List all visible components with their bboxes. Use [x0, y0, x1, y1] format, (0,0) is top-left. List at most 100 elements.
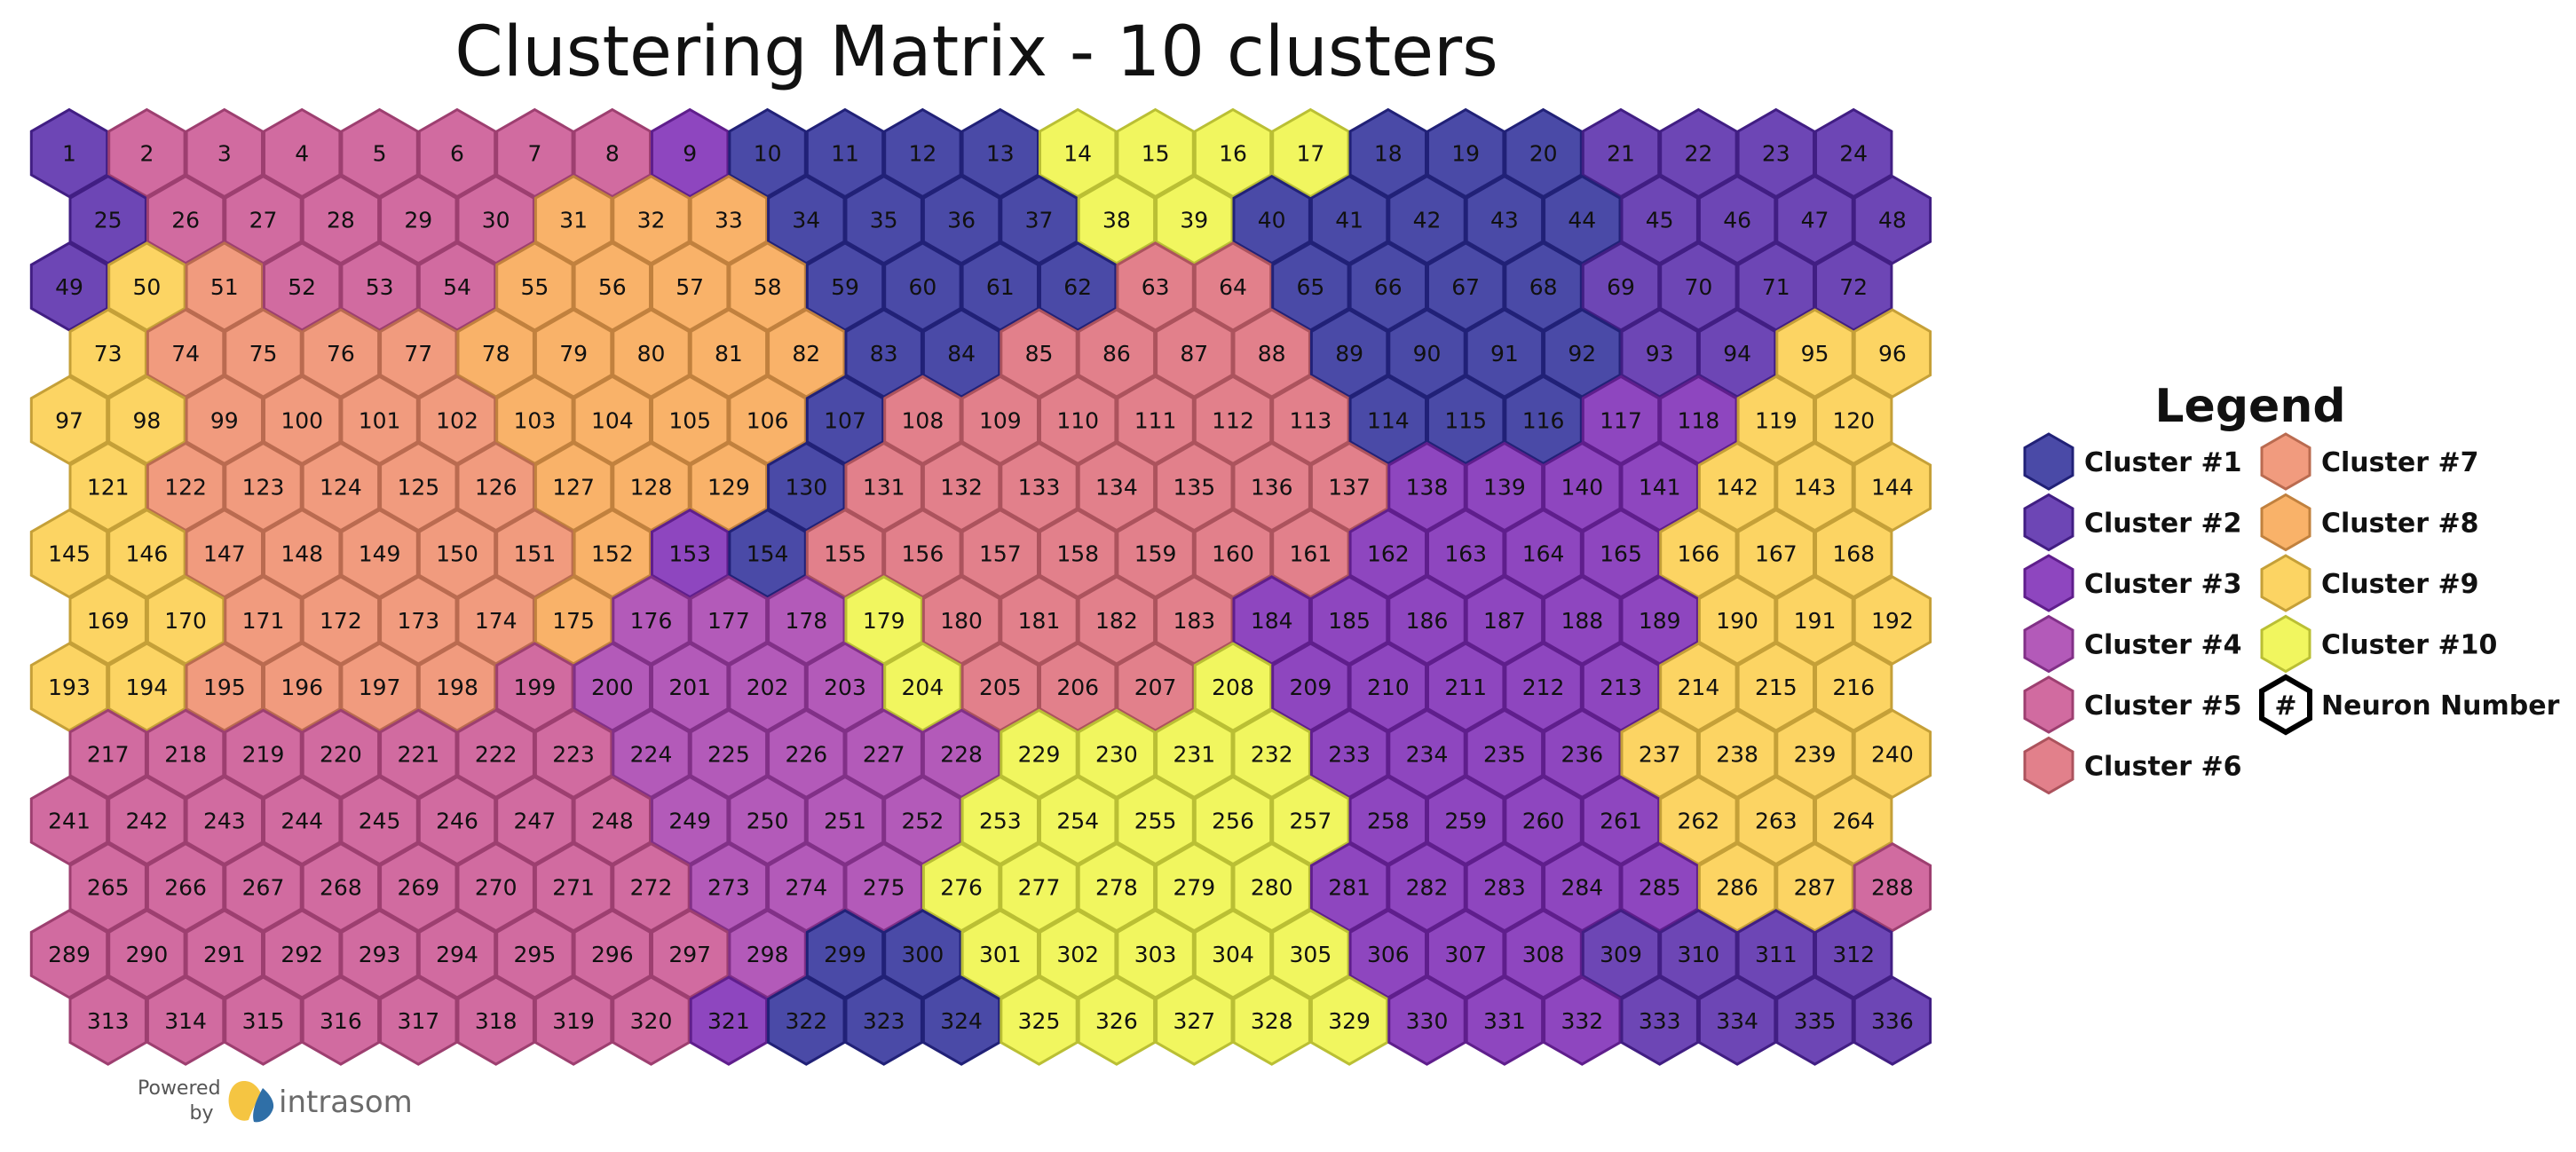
neuron-number-label: 295: [514, 942, 557, 967]
neuron-number-label: 136: [1251, 475, 1293, 501]
legend-item: Cluster #10: [2260, 614, 2497, 674]
neuron-number-label: 84: [947, 341, 976, 367]
neuron-hexagon: [379, 708, 458, 800]
neuron-hexagon: [1465, 708, 1545, 800]
neuron-number-label: 238: [1716, 741, 1758, 767]
neuron-number-label: 104: [591, 407, 634, 433]
neuron-hexagon: [1736, 508, 1815, 599]
neuron-hexagon: [1775, 841, 1854, 933]
neuron-cell: 176: [612, 575, 691, 666]
neuron-cell: 199: [495, 642, 574, 732]
neuron-number-label: 328: [1251, 1008, 1293, 1034]
legend-label: Cluster #3: [2084, 569, 2241, 600]
neuron-cell: 205: [960, 642, 1039, 732]
neuron-number-label: 324: [940, 1008, 983, 1034]
neuron-number-label: 288: [1871, 875, 1914, 901]
neuron-hexagon: [417, 775, 497, 866]
neuron-cell: 62: [1039, 241, 1118, 332]
neuron-number-label: 137: [1328, 475, 1371, 501]
neuron-number-label: 110: [1056, 407, 1099, 433]
neuron-cell: 157: [960, 508, 1039, 599]
neuron-cell: 196: [263, 642, 342, 732]
neuron-cell: 168: [1814, 508, 1893, 599]
neuron-number-label: 124: [320, 475, 362, 501]
neuron-number-label: 131: [863, 475, 905, 501]
neuron-number-label: 222: [475, 741, 518, 767]
neuron-number-label: 9: [683, 141, 697, 167]
neuron-number-label: 112: [1212, 407, 1254, 433]
neuron-cell: 215: [1736, 642, 1815, 732]
neuron-hexagon: [29, 642, 109, 732]
neuron-number-label: 119: [1755, 407, 1798, 433]
neuron-cell: 220: [301, 708, 381, 800]
neuron-cell: 151: [495, 508, 574, 599]
neuron-number-label: 334: [1716, 1008, 1758, 1034]
neuron-number-label: 277: [1018, 875, 1061, 901]
neuron-cell: 236: [1543, 708, 1622, 800]
neuron-hexagon: [1814, 375, 1893, 466]
legend-label: Cluster #1: [2084, 447, 2241, 478]
neuron-cell: 270: [456, 841, 535, 933]
neuron-hexagon: [1077, 708, 1157, 800]
neuron-number-label: 265: [87, 875, 130, 901]
neuron-number-label: 262: [1678, 809, 1720, 834]
legend-swatch: [2023, 432, 2074, 491]
neuron-hexagon: [1775, 975, 1854, 1066]
neuron-number-label: 152: [591, 541, 634, 567]
neuron-cell: 169: [68, 575, 147, 666]
neuron-number-label: 102: [436, 407, 478, 433]
neuron-number-label: 45: [1646, 208, 1674, 233]
neuron-hexagon: [1348, 375, 1427, 466]
neuron-hexagon: [1581, 241, 1661, 332]
neuron-hexagon: [1504, 375, 1583, 466]
neuron-number-label: 125: [397, 475, 439, 501]
neuron-hexagon: [1348, 909, 1427, 999]
neuron-number-label: 257: [1290, 809, 1332, 834]
neuron-number-label: 185: [1328, 608, 1371, 634]
legend-label: Cluster #7: [2321, 447, 2478, 478]
neuron-number-label: 25: [94, 208, 122, 233]
legend-item: Cluster #7: [2260, 432, 2478, 491]
neuron-hexagon: [651, 241, 730, 332]
neuron-hexagon: [960, 508, 1039, 599]
neuron-number-label: 164: [1522, 541, 1565, 567]
neuron-number-label: 58: [754, 274, 782, 300]
neuron-number-label: 17: [1296, 141, 1324, 167]
neuron-number-label: 3: [217, 141, 232, 167]
neuron-hexagon: [1000, 975, 1079, 1066]
neuron-cell: 213: [1581, 642, 1661, 732]
neuron-hexagon: [573, 241, 652, 332]
neuron-hexagon: [1387, 841, 1466, 933]
legend-item: Cluster #9: [2260, 554, 2478, 612]
neuron-number-label: 154: [747, 541, 789, 567]
neuron-number-label: 261: [1600, 809, 1642, 834]
neuron-hexagon: [379, 841, 458, 933]
neuron-cell: 280: [1232, 841, 1311, 933]
neuron-number-label: 245: [359, 809, 401, 834]
neuron-hexagon: [1581, 508, 1661, 599]
neuron-hexagon: [844, 708, 923, 800]
neuron-cell: 72: [1814, 241, 1893, 332]
neuron-hexagon: [728, 375, 807, 466]
neuron-cell: 218: [146, 708, 225, 800]
neuron-number-label: 302: [1056, 942, 1099, 967]
neuron-cell: 185: [1309, 575, 1389, 666]
neuron-number-label: 99: [210, 407, 239, 433]
neuron-hexagon: [1426, 909, 1505, 999]
neuron-cell: 333: [1620, 975, 1699, 1066]
neuron-number-label: 74: [171, 341, 200, 367]
neuron-cell: 174: [456, 575, 535, 666]
neuron-number-label: 61: [986, 274, 1015, 300]
neuron-cell: 227: [844, 708, 923, 800]
neuron-number-label: 191: [1794, 608, 1837, 634]
neuron-number-label: 323: [863, 1008, 905, 1034]
neuron-cell: 247: [495, 775, 574, 866]
neuron-number-label: 97: [55, 407, 83, 433]
neuron-number-label: 298: [747, 942, 789, 967]
neuron-number-label: 81: [715, 341, 743, 367]
neuron-cell: 133: [1000, 441, 1079, 533]
neuron-cell: 296: [573, 909, 652, 999]
neuron-number-label: 49: [55, 274, 83, 300]
neuron-number-label: 292: [281, 942, 323, 967]
neuron-hexagon: [263, 508, 342, 599]
